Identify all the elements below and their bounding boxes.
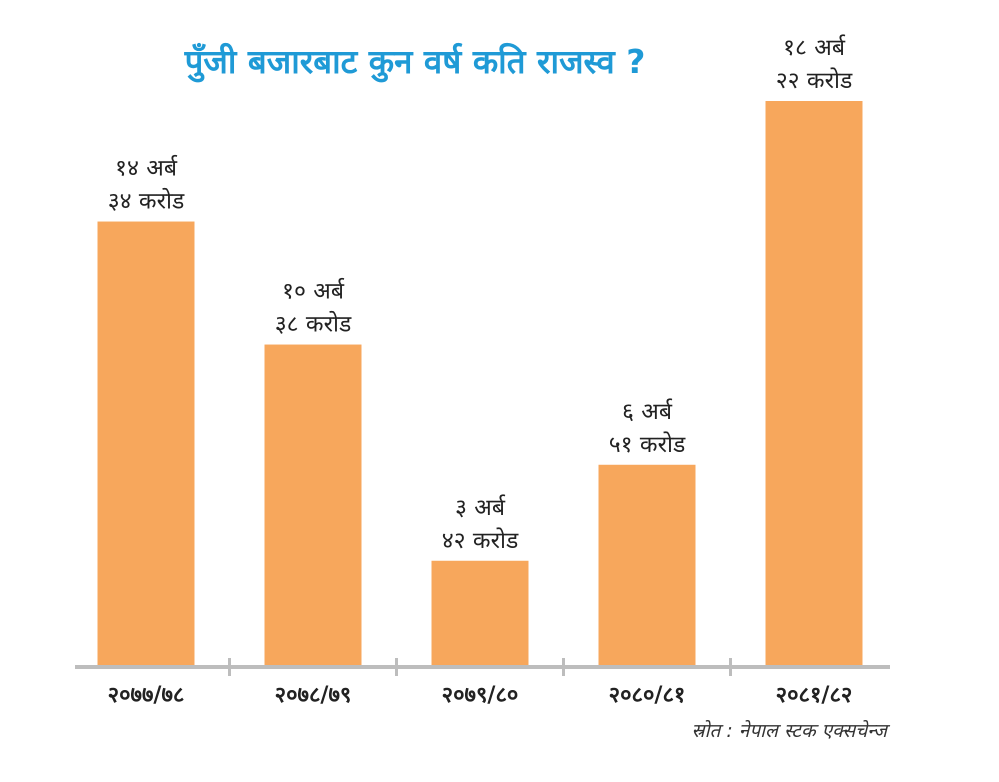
x-tick-label: २०७८/७९ bbox=[275, 683, 352, 708]
bar bbox=[97, 221, 195, 667]
bar-value-label: ३४ करोड bbox=[108, 188, 185, 215]
bar-value-label: १८ अर्ब bbox=[783, 34, 846, 61]
bar bbox=[765, 101, 863, 667]
bar-value-label: ४२ करोड bbox=[442, 527, 519, 554]
x-tick-label: २०८०/८१ bbox=[609, 683, 686, 708]
x-tick-label: २०७७/७८ bbox=[108, 683, 185, 708]
x-axis: २०७७/७८ २०७८/७९ २०७९/८० २०८०/८१ २०८१/८२ bbox=[75, 658, 890, 708]
bar-value-label: २२ करोड bbox=[776, 67, 853, 94]
bar-value-label: ३८ करोड bbox=[275, 311, 352, 338]
bar bbox=[598, 464, 696, 667]
bar-value-label: १० अर्ब bbox=[282, 278, 345, 305]
bars-layer bbox=[97, 101, 863, 667]
data-labels-layer: १४ अर्ब ३४ करोड १० अर्ब ३८ करोड ३ अर्ब ४२ करो… bbox=[108, 34, 853, 554]
bar bbox=[264, 344, 362, 667]
x-tick-label: २०८१/८२ bbox=[776, 683, 853, 708]
bar bbox=[431, 560, 529, 667]
x-tick-label: २०७९/८० bbox=[442, 683, 519, 708]
bar-value-label: ५१ करोड bbox=[609, 431, 686, 458]
bar-value-label: १४ अर्ब bbox=[115, 155, 178, 182]
source-note: स्रोत : नेपाल स्टक एक्सचेन्ज bbox=[691, 720, 887, 742]
bar-value-label: ३ अर्ब bbox=[455, 494, 506, 521]
chart-title: पुँजी बजारबाट कुन वर्ष कति राजस्व ? bbox=[184, 42, 646, 81]
bar-value-label: ६ अर्ब bbox=[622, 398, 673, 425]
